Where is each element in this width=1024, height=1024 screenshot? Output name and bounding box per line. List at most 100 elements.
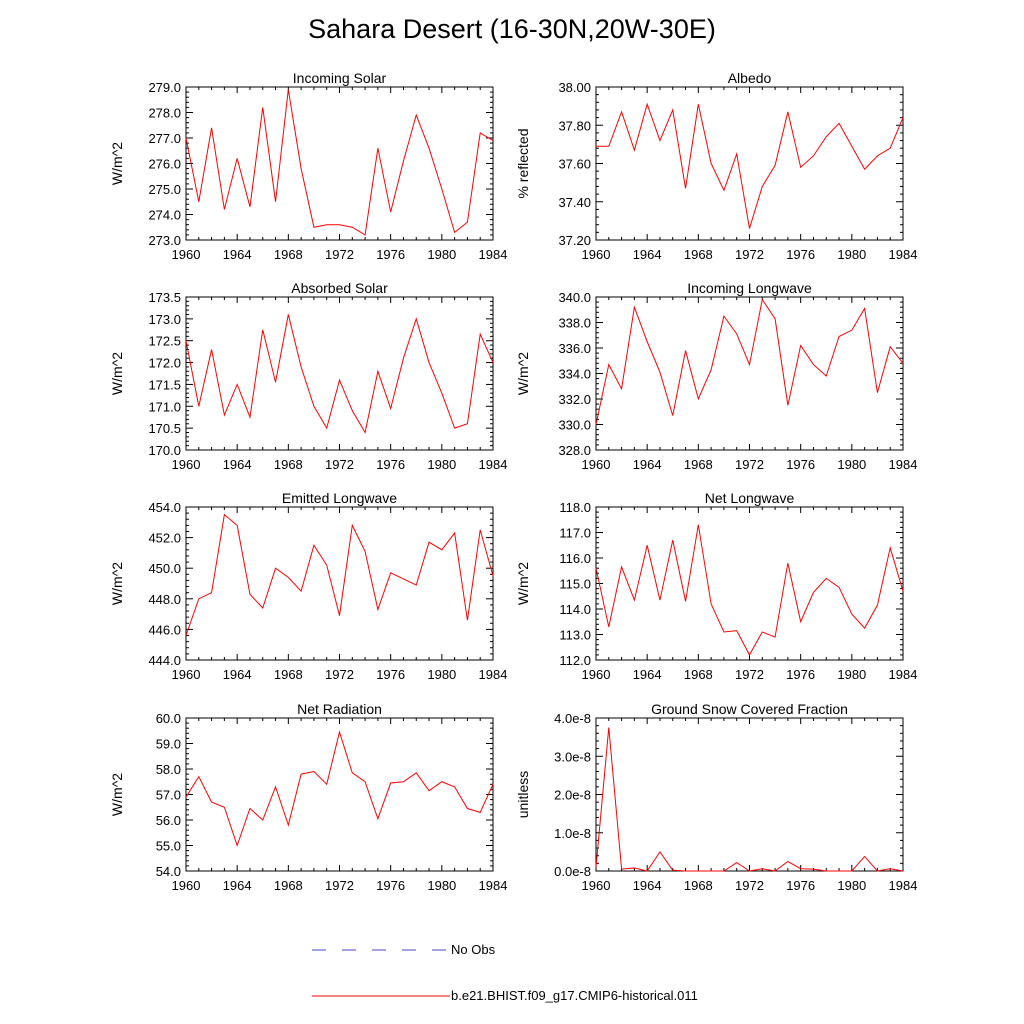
chart-panel: 1960 1964 1968 1972 1976 1980 1984 170.0 170.5 17…: [109, 280, 507, 472]
x-tick-label: 1976: [786, 667, 815, 682]
x-tick-label: 1968: [274, 878, 303, 893]
plot-frame: [595, 506, 904, 661]
series-line: [185, 89, 494, 236]
x-tick-label: 1984: [889, 667, 918, 682]
x-tick-label: 1972: [325, 667, 354, 682]
y-axis-label: W/m^2: [515, 352, 531, 395]
y-axis-label: W/m^2: [109, 562, 125, 605]
plot-frame: [185, 506, 494, 661]
y-tick-label: 172.5: [148, 334, 181, 349]
chart-panel: 1960 1964 1968 1972 1976 1980 1984 54.0 55.0 56.0…: [109, 701, 507, 893]
x-tick-label: 1960: [172, 667, 201, 682]
y-tick-label: 328.0: [558, 443, 591, 458]
plot-frame: [185, 296, 494, 451]
y-tick-label: 336.0: [558, 341, 591, 356]
x-tick-label: 1972: [325, 878, 354, 893]
y-tick-label: 3.0e-8: [554, 749, 591, 764]
panel-title: Ground Snow Covered Fraction: [651, 701, 848, 717]
x-tick-label: 1964: [223, 457, 252, 472]
plot-frame: [595, 86, 904, 241]
y-tick-label: 338.0: [558, 316, 591, 331]
y-tick-label: 171.0: [148, 399, 181, 414]
y-tick-label: 448.0: [148, 592, 181, 607]
y-tick-label: 37.60: [558, 157, 591, 172]
x-tick-label: 1980: [837, 457, 866, 472]
x-tick-label: 1984: [479, 247, 508, 262]
y-tick-label: 450.0: [148, 561, 181, 576]
x-tick-label: 1976: [376, 457, 405, 472]
x-tick-label: 1968: [684, 667, 713, 682]
y-tick-label: 37.80: [558, 118, 591, 133]
y-tick-label: 330.0: [558, 418, 591, 433]
x-tick-label: 1960: [172, 457, 201, 472]
y-axis-label: W/m^2: [109, 142, 125, 185]
chart-panel: 1960 1964 1968 1972 1976 1980 1984 112.0 113.0 11…: [515, 490, 917, 682]
panel-title: Net Longwave: [705, 490, 795, 506]
x-tick-label: 1960: [172, 247, 201, 262]
y-tick-label: 37.40: [558, 195, 591, 210]
page-title: Sahara Desert (16-30N,20W-30E): [308, 14, 716, 44]
y-tick-label: 2.0e-8: [554, 788, 591, 803]
x-tick-label: 1964: [633, 667, 662, 682]
y-axis-label: W/m^2: [109, 352, 125, 395]
x-tick-label: 1964: [633, 457, 662, 472]
x-tick-label: 1968: [684, 457, 713, 472]
y-tick-label: 454.0: [148, 500, 181, 515]
x-tick-label: 1960: [582, 247, 611, 262]
x-tick-label: 1980: [427, 247, 456, 262]
x-tick-label: 1968: [684, 247, 713, 262]
chart-panel: 1960 1964 1968 1972 1976 1980 1984 444.0 446.0 44…: [109, 490, 507, 682]
y-tick-label: 38.00: [558, 80, 591, 95]
y-tick-label: 173.0: [148, 312, 181, 327]
panel-title: Incoming Solar: [293, 70, 387, 86]
x-tick-label: 1960: [582, 878, 611, 893]
x-tick-label: 1984: [479, 667, 508, 682]
plot-frame: [185, 86, 494, 241]
x-tick-label: 1980: [837, 878, 866, 893]
y-tick-label: 112.0: [559, 653, 591, 668]
x-tick-label: 1984: [889, 247, 918, 262]
series-line: [185, 314, 494, 434]
y-tick-label: 60.0: [156, 711, 181, 726]
panel-title: Net Radiation: [297, 701, 382, 717]
y-axis-label: W/m^2: [109, 773, 125, 816]
y-tick-label: 277.0: [148, 131, 181, 146]
x-tick-label: 1980: [837, 247, 866, 262]
x-tick-label: 1984: [889, 878, 918, 893]
x-tick-label: 1960: [582, 457, 611, 472]
series-line: [595, 298, 904, 425]
y-tick-label: 37.20: [558, 233, 591, 248]
x-tick-label: 1972: [735, 878, 764, 893]
panel-title: Absorbed Solar: [291, 280, 388, 296]
panel-title: Incoming Longwave: [687, 280, 812, 296]
x-tick-label: 1980: [427, 667, 456, 682]
y-tick-label: 170.0: [148, 443, 181, 458]
x-tick-label: 1972: [325, 247, 354, 262]
legend-model-label: b.e21.BHIST.f09_g17.CMIP6-historical.011: [451, 988, 698, 1003]
x-tick-label: 1984: [479, 457, 508, 472]
y-tick-label: 4.0e-8: [554, 711, 591, 726]
y-tick-label: 113.0: [559, 628, 591, 643]
chart-panel: 1960 1964 1968 1972 1976 1980 1984 37.20 37.40 37…: [515, 70, 917, 262]
plot-frame: [595, 296, 904, 451]
series-line: [595, 727, 904, 872]
y-tick-label: 117.0: [559, 526, 591, 541]
x-tick-label: 1960: [172, 878, 201, 893]
x-tick-label: 1980: [427, 878, 456, 893]
chart-panel: 1960 1964 1968 1972 1976 1980 1984 328.0 330.0 33…: [515, 280, 917, 472]
x-tick-label: 1964: [633, 247, 662, 262]
x-tick-label: 1984: [889, 457, 918, 472]
y-axis-label: unitless: [515, 771, 531, 818]
x-tick-label: 1976: [376, 667, 405, 682]
y-tick-label: 172.0: [148, 356, 181, 371]
x-tick-label: 1968: [274, 457, 303, 472]
y-tick-label: 0.0e-8: [554, 864, 591, 879]
series-line: [185, 513, 494, 636]
y-tick-label: 446.0: [148, 622, 181, 637]
y-tick-label: 340.0: [558, 290, 591, 305]
y-tick-label: 118.0: [559, 500, 591, 515]
panel-title: Emitted Longwave: [282, 490, 397, 506]
chart-panel: 1960 1964 1968 1972 1976 1980 1984 273.0 274.0 27…: [109, 70, 507, 262]
y-tick-label: 115.0: [559, 577, 591, 592]
